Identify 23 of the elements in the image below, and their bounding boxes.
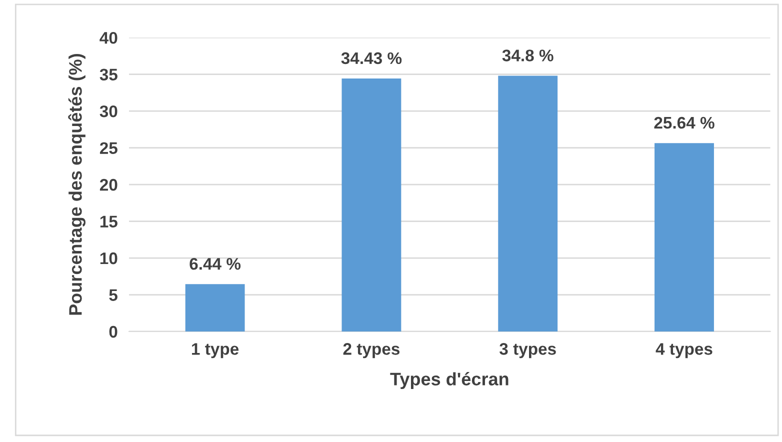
bar [185, 284, 245, 332]
data-label: 34.8 % [502, 50, 554, 62]
y-tick-label: 0 [109, 326, 118, 338]
y-axis-title: Pourcentage des enquêtés (%) [68, 54, 86, 315]
bar [654, 143, 714, 332]
x-axis-title: Types d'écran [390, 372, 508, 390]
x-tick-label: 2 types [343, 343, 400, 358]
y-tick-label: 20 [100, 178, 118, 191]
y-tick-label: 25 [100, 142, 118, 154]
y-tick-label: 35 [100, 68, 118, 81]
data-label: 6.44 % [190, 258, 241, 270]
y-tick-label: 10 [100, 252, 118, 264]
data-label: 34.43 % [341, 52, 402, 64]
x-tick-label: 3 types [500, 343, 556, 358]
y-tick-label: 30 [100, 105, 118, 118]
y-tick-label: 40 [100, 32, 118, 44]
x-tick-label: 4 types [656, 343, 712, 358]
data-label: 25.64 % [654, 116, 714, 129]
y-tick-label: 5 [109, 289, 118, 301]
bar [498, 76, 558, 332]
x-tick-label: 1 type [192, 343, 239, 358]
y-tick-label: 15 [100, 216, 118, 228]
bar [342, 78, 402, 332]
